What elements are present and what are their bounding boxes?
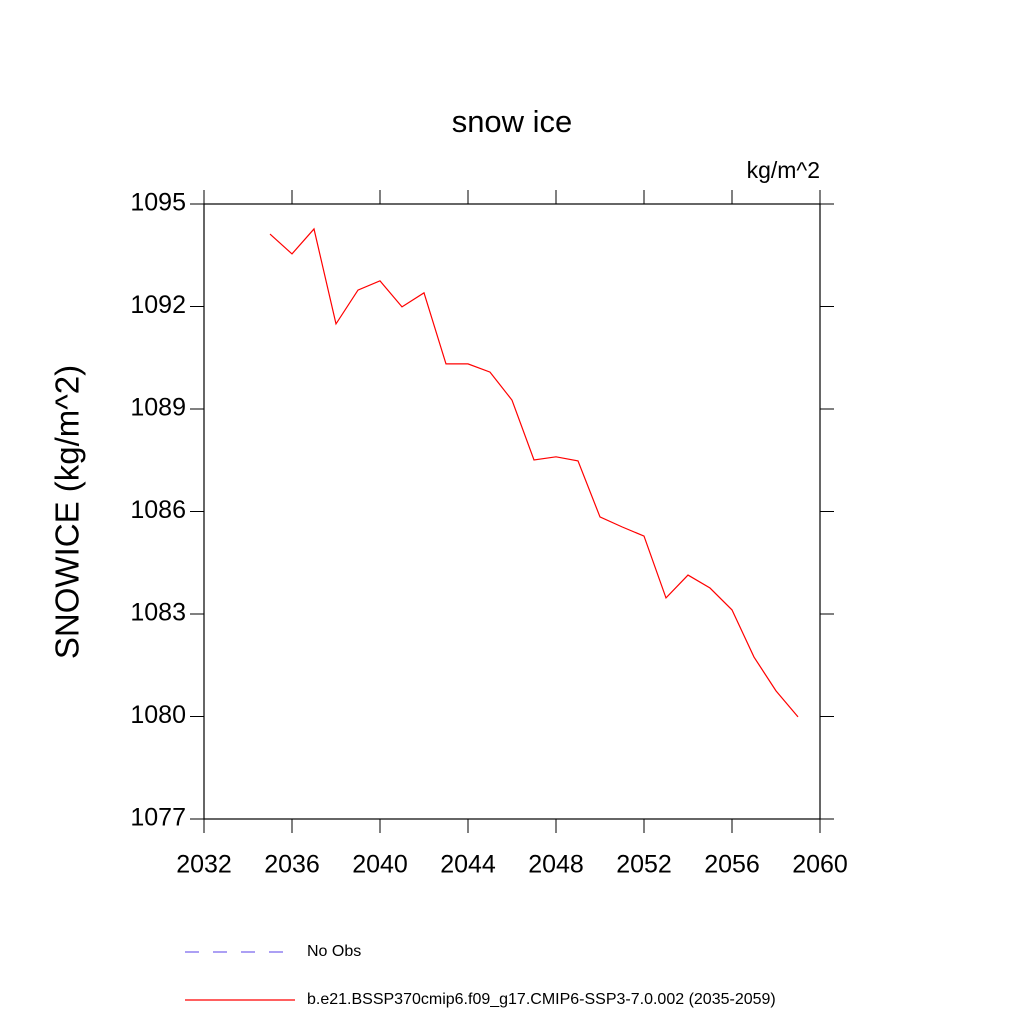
x-tick-label: 2060 [792,851,848,879]
x-tick-label: 2040 [352,851,408,879]
y-tick-label: 1095 [130,189,186,217]
x-tick-label: 2048 [528,851,584,879]
x-tick-label: 2036 [264,851,320,879]
x-tick-label: 2052 [616,851,672,879]
x-tick-label: 2044 [440,851,496,879]
x-tick-label: 2056 [704,851,760,879]
y-tick-label: 1092 [130,291,186,319]
series-line [269,227,799,718]
y-tick-label: 1089 [130,394,186,422]
y-tick-label: 1086 [130,496,186,524]
y-tick-label: 1077 [130,804,186,832]
units-label: kg/m^2 [747,157,820,183]
y-tick-label: 1080 [130,701,186,729]
legend-label: No Obs [307,943,361,960]
y-axis-label: SNOWICE (kg/m^2) [49,365,86,659]
legend-label: b.e21.BSSP370cmip6.f09_g17.CMIP6-SSP3-7.… [307,991,776,1008]
x-tick-label: 2032 [176,851,232,879]
chart-title: snow ice [452,104,573,139]
y-tick-label: 1083 [130,599,186,627]
plot-frame [203,203,821,820]
